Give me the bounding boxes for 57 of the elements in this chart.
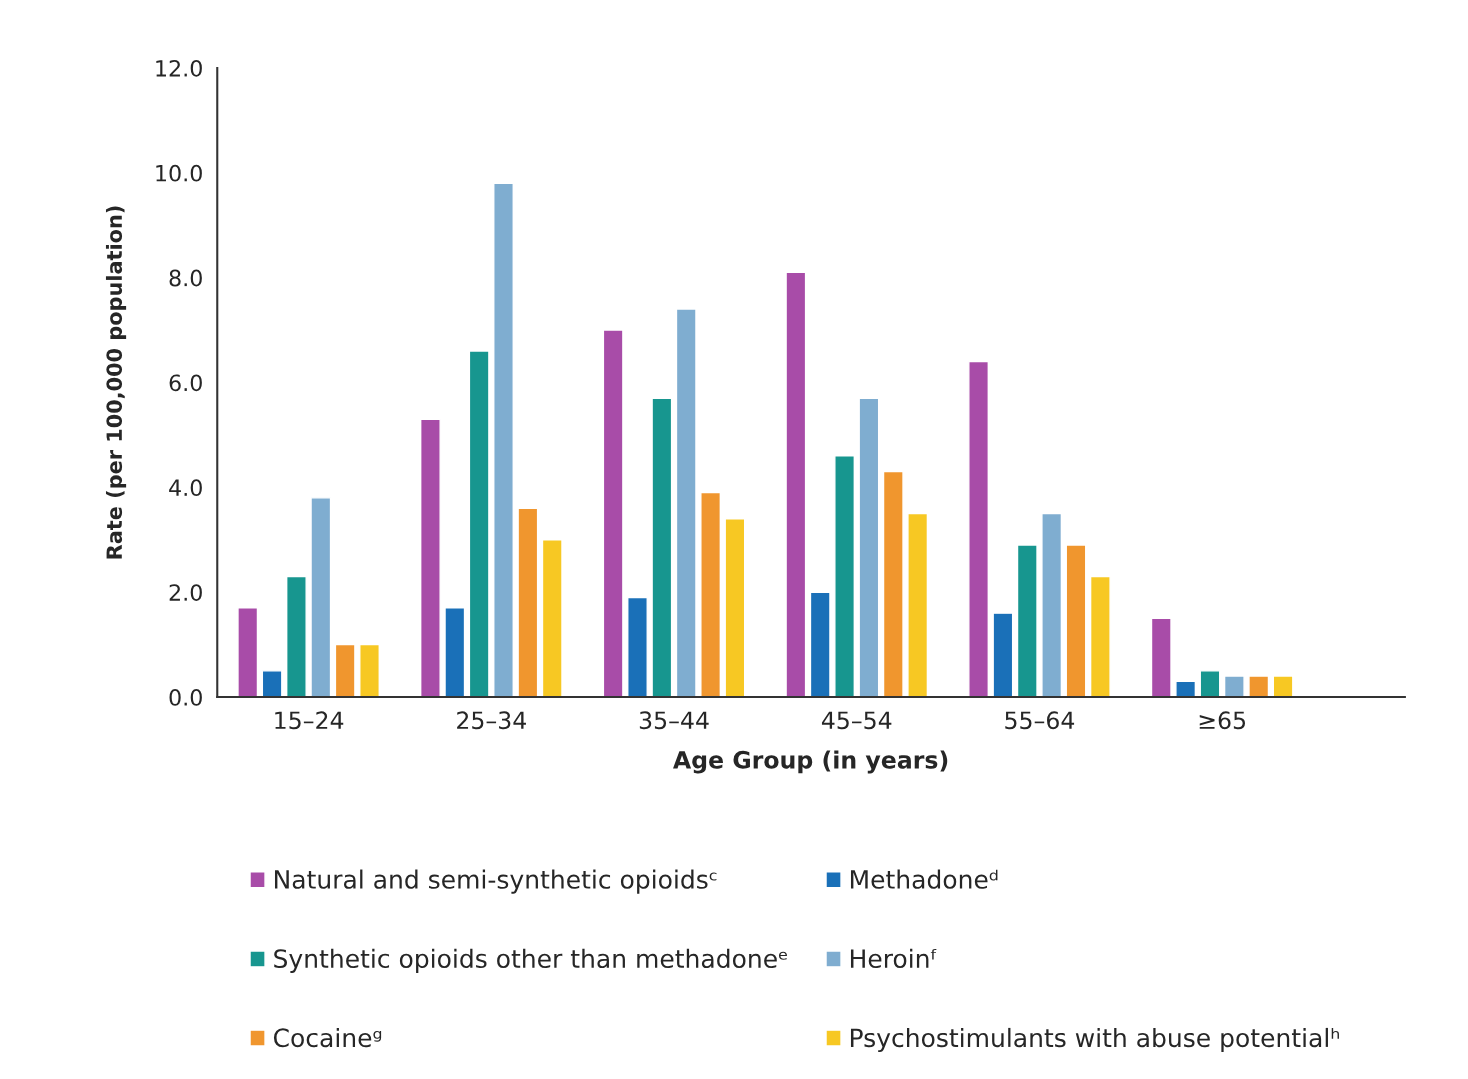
bar: [334, 643, 356, 698]
y-tick-label: 4.0: [169, 479, 202, 497]
bar: [517, 507, 539, 698]
legend-label: Natural and semi-synthetic opioidsᶜ: [274, 869, 717, 894]
bar: [627, 596, 648, 698]
bar: [1041, 512, 1063, 698]
bar: [1089, 575, 1111, 698]
bar: [858, 397, 880, 698]
x-tick-label: 35–44: [639, 711, 709, 730]
x-axis-title: Age Group (in years): [673, 750, 948, 774]
bar: [310, 497, 332, 698]
bar: [968, 360, 989, 698]
legend-label: Cocaineᵍ: [273, 1027, 382, 1048]
x-tick-label: ≥65: [1199, 711, 1246, 730]
bar: [675, 308, 697, 698]
x-tick-label: 45–54: [821, 711, 892, 730]
y-tick-label: 10.0: [156, 164, 202, 182]
bar: [809, 591, 831, 698]
y-axis-title: Rate (per 100,000 population): [105, 206, 127, 559]
bar: [468, 350, 490, 698]
y-tick-label: 2.0: [169, 584, 202, 601]
bar: [907, 512, 929, 698]
bar: [700, 491, 722, 698]
bar: [882, 470, 904, 698]
bar: [444, 607, 466, 698]
y-tick-label: 0.0: [169, 688, 202, 706]
bar: [1248, 675, 1270, 698]
x-tick-label: 15–24: [275, 711, 344, 730]
bar: [651, 397, 673, 698]
bar: [1150, 617, 1172, 698]
bar: [1065, 544, 1087, 698]
bar: [1175, 680, 1197, 698]
y-tick-label: 8.0: [169, 269, 202, 287]
legend-label: Methadoneᵈ: [850, 869, 998, 889]
bar: [1199, 670, 1221, 698]
bar: [261, 670, 283, 698]
bar: [285, 575, 307, 698]
bar: [1223, 675, 1245, 698]
bar: [785, 271, 807, 698]
legend-label: Psychostimulants with abuse potentialʰ: [850, 1027, 1339, 1053]
x-tick-label: 25–34: [457, 711, 526, 730]
legend-label: Synthetic opioids other than methadoneᵉ: [274, 948, 787, 973]
legend-label: Heroinᶠ: [850, 948, 937, 969]
bar: [1016, 544, 1038, 698]
bar: [419, 418, 441, 698]
y-tick-label: 6.0: [169, 374, 202, 392]
bar: [237, 607, 259, 698]
bar: [1272, 675, 1294, 698]
x-tick-label: 55–64: [1005, 711, 1075, 730]
bar: [541, 539, 563, 698]
y-tick-label: 12.0: [156, 59, 202, 77]
bar: [834, 455, 856, 698]
bar: [602, 329, 624, 698]
bar: [992, 612, 1014, 698]
bar: [724, 518, 746, 698]
bar: [359, 643, 380, 698]
bar: [493, 182, 514, 698]
